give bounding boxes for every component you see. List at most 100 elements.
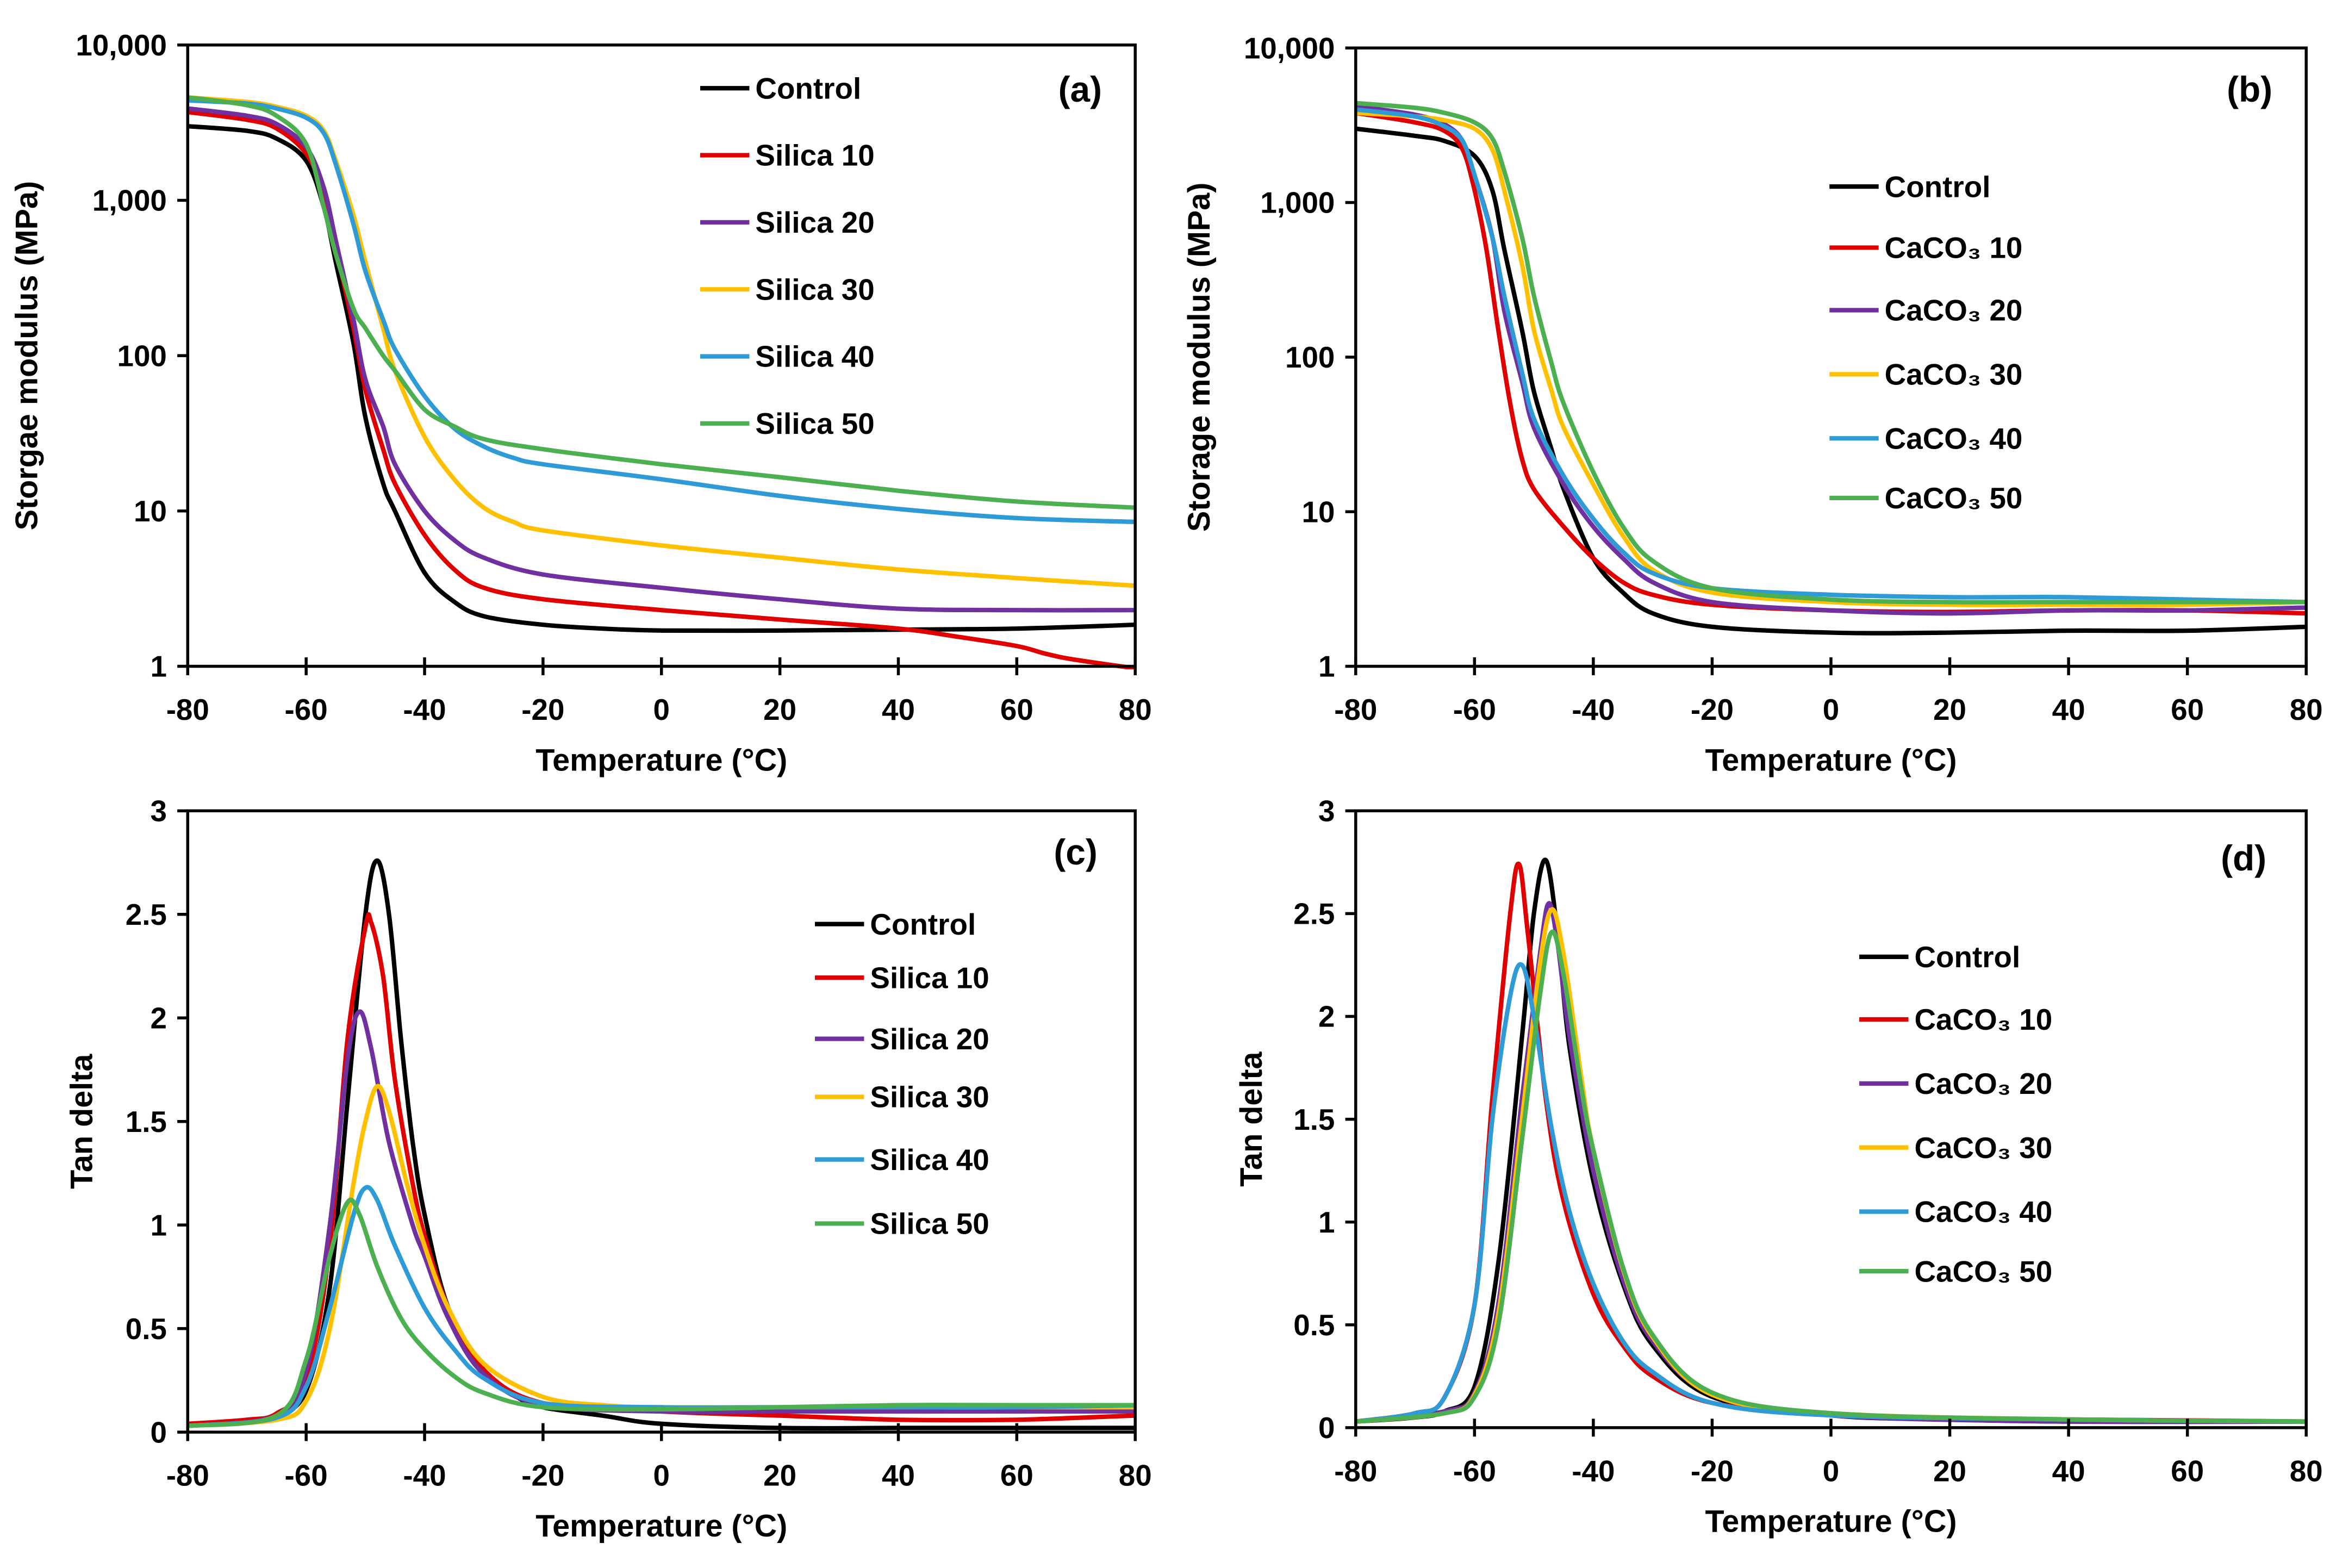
x-tick-label: -60 bbox=[285, 1459, 328, 1492]
x-tick-label: 60 bbox=[2171, 1454, 2204, 1488]
series-line-control bbox=[1355, 857, 2307, 1424]
legend-label: CaCO₃ 40 bbox=[1914, 1195, 2052, 1229]
y-tick-label: 1 bbox=[150, 1208, 166, 1242]
legend-label: CaCO₃ 50 bbox=[1885, 481, 2023, 515]
panel-label: (a) bbox=[1058, 69, 1102, 109]
legend-label: Silica 10 bbox=[870, 961, 989, 994]
series-line-caco-50 bbox=[1355, 929, 2307, 1424]
y-tick-label: 0.5 bbox=[126, 1312, 167, 1346]
series-line-silica-10 bbox=[188, 109, 1136, 669]
x-tick-label: -20 bbox=[521, 693, 564, 726]
y-tick-label: 100 bbox=[117, 339, 166, 372]
y-tick-label: 1 bbox=[1318, 650, 1335, 683]
y-tick-label: 0 bbox=[1318, 1411, 1335, 1445]
legend-label: CaCO₃ 50 bbox=[1914, 1254, 2052, 1288]
panel-c: -80 -60 -40 -20 0 20 40 60 80 0 0.5 1 1.5 2 2.5 3 Temper… bbox=[65, 794, 1152, 1544]
x-tick-label: -60 bbox=[285, 693, 328, 726]
x-tick-label: 0 bbox=[1823, 1454, 1839, 1488]
x-axis-title: Temperature (°C) bbox=[1705, 1504, 1957, 1539]
x-tick-label: -80 bbox=[166, 1459, 209, 1492]
legend-label: Control bbox=[755, 71, 861, 105]
x-tick-label: 20 bbox=[1933, 1454, 1966, 1488]
x-tick-label: 60 bbox=[2171, 693, 2204, 726]
legend-label: Silica 10 bbox=[755, 139, 874, 172]
legend-label: CaCO₃ 20 bbox=[1885, 294, 2023, 327]
y-axis-title: Storgae modulus (MPa) bbox=[9, 181, 44, 530]
y-tick-label: 1 bbox=[1318, 1205, 1335, 1239]
y-axis-title: Tan delta bbox=[1234, 1051, 1269, 1186]
y-tick-label: 1,000 bbox=[92, 184, 167, 217]
x-tick-label: -20 bbox=[521, 1459, 564, 1492]
legend: Control CaCO₃ 10 CaCO₃ 20 CaCO₃ 30 CaCO₃ 40 C… bbox=[1829, 170, 2022, 515]
panel-d: -80 -60 -40 -20 0 20 40 60 80 0 0.5 1 1.5 2 2.5 3 Temper… bbox=[1234, 794, 2323, 1539]
legend-label: Control bbox=[870, 907, 976, 941]
x-tick-label: -40 bbox=[1572, 693, 1615, 726]
panel-label: (c) bbox=[1054, 832, 1097, 872]
x-tick-label: 80 bbox=[2290, 693, 2323, 726]
x-tick-label: -80 bbox=[1334, 693, 1377, 726]
y-tick-label: 1.5 bbox=[126, 1105, 167, 1138]
y-tick-label: 10,000 bbox=[1244, 31, 1335, 65]
series-line-silica-20 bbox=[188, 1009, 1136, 1428]
legend-label: Silica 30 bbox=[755, 272, 874, 306]
y-tick-label: 10,000 bbox=[76, 28, 167, 62]
series-line-silica-50 bbox=[188, 1197, 1136, 1428]
legend-label: Silica 50 bbox=[870, 1207, 989, 1241]
x-tick-label: 60 bbox=[1000, 1459, 1033, 1492]
y-axis-title: Storage modulus (MPa) bbox=[1182, 183, 1217, 532]
panel-label: (d) bbox=[2221, 838, 2266, 878]
x-tick-label: -60 bbox=[1453, 693, 1496, 726]
x-tick-label: -80 bbox=[166, 693, 209, 726]
legend-label: Silica 20 bbox=[755, 206, 874, 239]
x-tick-label: -20 bbox=[1691, 1454, 1734, 1488]
panel-label: (b) bbox=[2227, 69, 2272, 109]
legend-label: CaCO₃ 40 bbox=[1885, 421, 2023, 455]
series-line-silica-50 bbox=[188, 95, 1136, 510]
y-tick-label: 2 bbox=[1318, 1000, 1335, 1034]
y-tick-label: 10 bbox=[1301, 495, 1335, 528]
x-tick-label: -60 bbox=[1453, 1454, 1496, 1488]
panel-b: -80 -60 -40 -20 0 20 40 60 80 1 10 100 1,000 10,000 Te… bbox=[1182, 31, 2323, 777]
x-tick-label: 80 bbox=[2290, 1454, 2323, 1488]
y-tick-label: 10 bbox=[134, 494, 167, 528]
x-tick-label: -40 bbox=[403, 1459, 446, 1492]
y-axis-title: Tan delta bbox=[65, 1054, 99, 1189]
y-tick-label: 0 bbox=[150, 1415, 166, 1449]
legend-label: Silica 40 bbox=[755, 340, 874, 374]
series-line-caco-30 bbox=[1355, 907, 2307, 1424]
legend: Control Silica 10 Silica 20 Silica 30 Silica… bbox=[815, 907, 989, 1241]
x-tick-label: 0 bbox=[1823, 693, 1839, 726]
x-tick-label: 60 bbox=[1000, 693, 1033, 726]
legend-label: CaCO₃ 20 bbox=[1914, 1067, 2052, 1100]
series-line-control bbox=[188, 858, 1136, 1431]
x-tick-label: 20 bbox=[1933, 693, 1966, 726]
legend-label: Silica 30 bbox=[870, 1080, 989, 1114]
x-axis-title: Temperature (°C) bbox=[535, 1509, 787, 1544]
series-line-control bbox=[1355, 126, 2307, 636]
x-tick-label: -20 bbox=[1691, 693, 1734, 726]
y-tick-label: 2 bbox=[150, 1001, 166, 1035]
series-line-caco-20 bbox=[1355, 104, 2307, 616]
legend: Control Silica 10 Silica 20 Silica 30 Silica… bbox=[700, 71, 875, 440]
y-tick-label: 1.5 bbox=[1293, 1103, 1335, 1136]
y-tick-label: 3 bbox=[150, 794, 166, 828]
legend-label: CaCO₃ 10 bbox=[1914, 1003, 2052, 1036]
panel-a: -80 -60 -40 -20 0 20 40 60 80 1 10 100 1,000 10,000 Te… bbox=[9, 28, 1151, 777]
y-tick-label: 2.5 bbox=[126, 898, 167, 931]
series-line-silica-10 bbox=[188, 912, 1136, 1426]
series-line-caco-10 bbox=[1355, 861, 2307, 1424]
legend-label: CaCO₃ 10 bbox=[1885, 231, 2023, 265]
x-axis-title: Temperature (°C) bbox=[1705, 743, 1957, 777]
legend-label: Silica 40 bbox=[870, 1143, 989, 1177]
series-line-caco-20 bbox=[1355, 901, 2307, 1424]
y-tick-label: 2.5 bbox=[1293, 897, 1335, 931]
x-tick-label: 40 bbox=[2052, 693, 2085, 726]
legend-label: Silica 50 bbox=[755, 407, 874, 440]
x-tick-label: -40 bbox=[1572, 1454, 1615, 1488]
y-tick-label: 0.5 bbox=[1293, 1308, 1335, 1342]
x-tick-label: 80 bbox=[1119, 693, 1152, 726]
x-axis-title: Temperature (°C) bbox=[535, 743, 787, 777]
x-tick-label: -40 bbox=[403, 693, 446, 726]
series-line-silica-30 bbox=[188, 95, 1136, 588]
